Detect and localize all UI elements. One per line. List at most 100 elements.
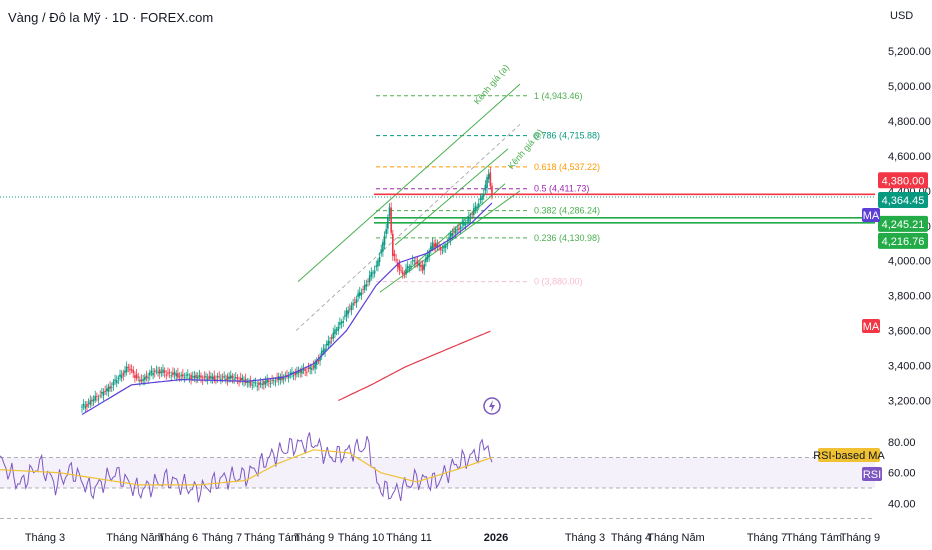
candle-body — [163, 370, 166, 373]
rsi-ma-tag: RSI-based MA — [813, 450, 885, 462]
candle-body — [263, 381, 265, 385]
candle-body — [380, 249, 383, 254]
time-tick-label: Tháng 3 — [565, 532, 605, 544]
candle-body — [153, 370, 156, 373]
candle-body — [367, 281, 369, 282]
candle-body — [431, 242, 434, 249]
candle-body — [177, 372, 179, 378]
candle-body — [388, 207, 391, 217]
candle-body — [363, 285, 366, 290]
candle-body — [350, 305, 353, 311]
candle-body — [421, 265, 424, 271]
time-tick-label: Tháng 3 — [25, 532, 65, 544]
candle-body — [175, 373, 178, 377]
price-tag-red: 4,380.00 — [882, 175, 925, 187]
candle-body — [282, 377, 285, 380]
candle-body — [193, 375, 196, 379]
rsi-line — [0, 432, 493, 503]
price-tick-label: 4,800.00 — [888, 116, 931, 128]
candle-body — [335, 329, 338, 331]
candle-body — [279, 377, 282, 380]
candle-body — [221, 376, 224, 378]
candle-body — [468, 216, 470, 222]
candle-body — [81, 406, 83, 408]
candle-body — [259, 382, 262, 385]
candle-body — [102, 391, 105, 396]
candle-body — [482, 194, 485, 197]
candle-body — [110, 387, 113, 388]
fib-level-label: 0.786 (4,715.88) — [534, 131, 600, 141]
candle-body — [479, 198, 482, 200]
price-tick-label: 4,000.00 — [888, 256, 931, 268]
candle-body — [86, 403, 88, 407]
price-tick-label: 3,800.00 — [888, 291, 931, 303]
candle-body — [292, 375, 295, 377]
candle-body — [444, 245, 447, 248]
candle-body — [180, 375, 182, 377]
candle-body — [304, 369, 306, 371]
candle-body — [276, 377, 278, 380]
candle-body — [489, 172, 492, 187]
time-tick-label: Tháng 9 — [840, 532, 880, 544]
candle-body — [423, 264, 426, 270]
alert-icon[interactable] — [483, 397, 501, 415]
candle-body — [157, 371, 159, 373]
candle-body — [218, 376, 221, 378]
candle-body — [466, 220, 469, 221]
candle-body — [373, 270, 376, 274]
candle-body — [142, 379, 144, 381]
candle-body — [145, 375, 148, 379]
candle-body — [160, 371, 163, 373]
time-tick-label: Tháng 9 — [294, 532, 334, 544]
time-tick-label: Tháng Năm — [647, 532, 704, 544]
channel-b-upper — [394, 148, 509, 246]
candle-body — [195, 374, 197, 378]
candle-body — [362, 289, 364, 290]
candle-body — [347, 310, 349, 314]
candle-body — [413, 260, 416, 262]
candle-body — [395, 259, 397, 261]
candle-body — [158, 369, 161, 374]
time-tick-label: 2026 — [484, 532, 508, 544]
candle-body — [107, 386, 110, 392]
candle-body — [330, 337, 333, 339]
candle-body — [119, 374, 121, 377]
candle-body — [178, 376, 181, 378]
candle-body — [165, 374, 168, 376]
candle-body — [314, 362, 316, 369]
candle-body — [234, 377, 237, 378]
candle-body — [172, 372, 174, 375]
candle-body — [453, 231, 455, 233]
candle-body — [130, 369, 133, 371]
candle-body — [254, 382, 257, 384]
candle-body — [190, 374, 192, 380]
candle-body — [358, 292, 361, 296]
candle-body — [105, 388, 108, 392]
candle-body — [258, 382, 260, 386]
candle-body — [425, 257, 427, 263]
candle-body — [408, 266, 411, 268]
candle-body — [426, 255, 429, 260]
candle-body — [464, 224, 467, 225]
candle-body — [251, 385, 254, 386]
price-tag-green: 4,216.76 — [882, 236, 925, 248]
candle-body — [459, 226, 462, 230]
candle-body — [187, 374, 189, 376]
candle-body — [150, 370, 153, 373]
rsi-tick-label: 40.00 — [888, 498, 916, 510]
candle-body — [114, 379, 116, 382]
candle-body — [155, 370, 158, 372]
candle-body — [139, 379, 141, 382]
candle-body — [229, 375, 232, 379]
candle-body — [208, 375, 211, 379]
candle-body — [162, 369, 164, 373]
candle-body — [268, 380, 270, 383]
candle-body — [370, 271, 373, 277]
candle-body — [355, 299, 358, 303]
time-tick-label: Tháng 7 — [747, 532, 787, 544]
candle-body — [281, 376, 283, 381]
candle-body — [476, 206, 478, 209]
candle-body — [115, 380, 118, 384]
candle-body — [342, 320, 345, 323]
